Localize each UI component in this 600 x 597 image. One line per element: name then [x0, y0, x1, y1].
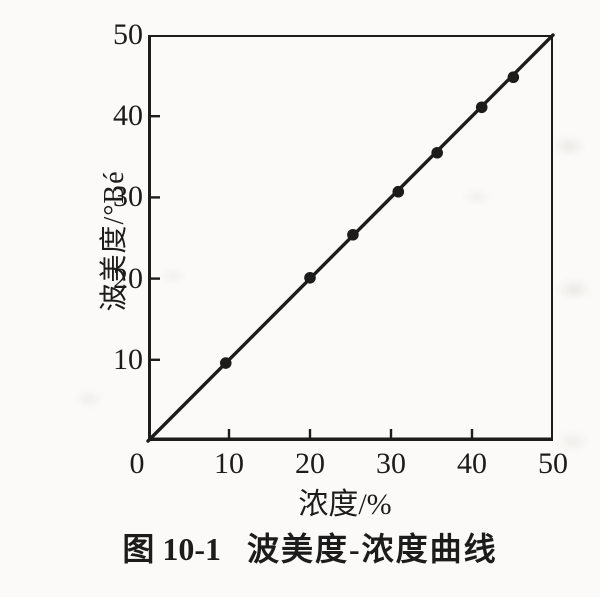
figure-title: 波美度-浓度曲线	[247, 531, 498, 567]
figure-caption: 图 10-1 波美度-浓度曲线	[122, 524, 497, 570]
data-point	[347, 228, 359, 241]
data-point	[507, 71, 520, 84]
data-point	[304, 271, 316, 284]
y-tick-label: 40	[113, 99, 143, 133]
figure-number: 图 10-1	[122, 531, 221, 567]
x-tick-label: 0	[129, 447, 145, 480]
x-axis-title: 浓度/%	[298, 488, 392, 521]
scan-smudge	[74, 390, 104, 408]
data-point	[392, 185, 405, 198]
data-point	[219, 357, 232, 369]
y-tick-label: 50	[113, 18, 143, 51]
y-tick-label: 20	[113, 261, 143, 295]
x-tick-label: 20	[295, 447, 325, 480]
x-tick-label: 40	[457, 447, 487, 480]
x-tick-label: 10	[214, 447, 244, 480]
data-point	[475, 101, 488, 114]
y-tick-label: 10	[113, 342, 143, 376]
scan-smudge	[556, 278, 592, 300]
scan-smudge	[552, 136, 586, 156]
data-point	[431, 146, 443, 159]
plot-area	[146, 33, 555, 443]
x-tick-label: 50	[538, 447, 568, 480]
y-tick-label: 30	[113, 180, 143, 214]
x-tick-label: 30	[376, 447, 406, 480]
